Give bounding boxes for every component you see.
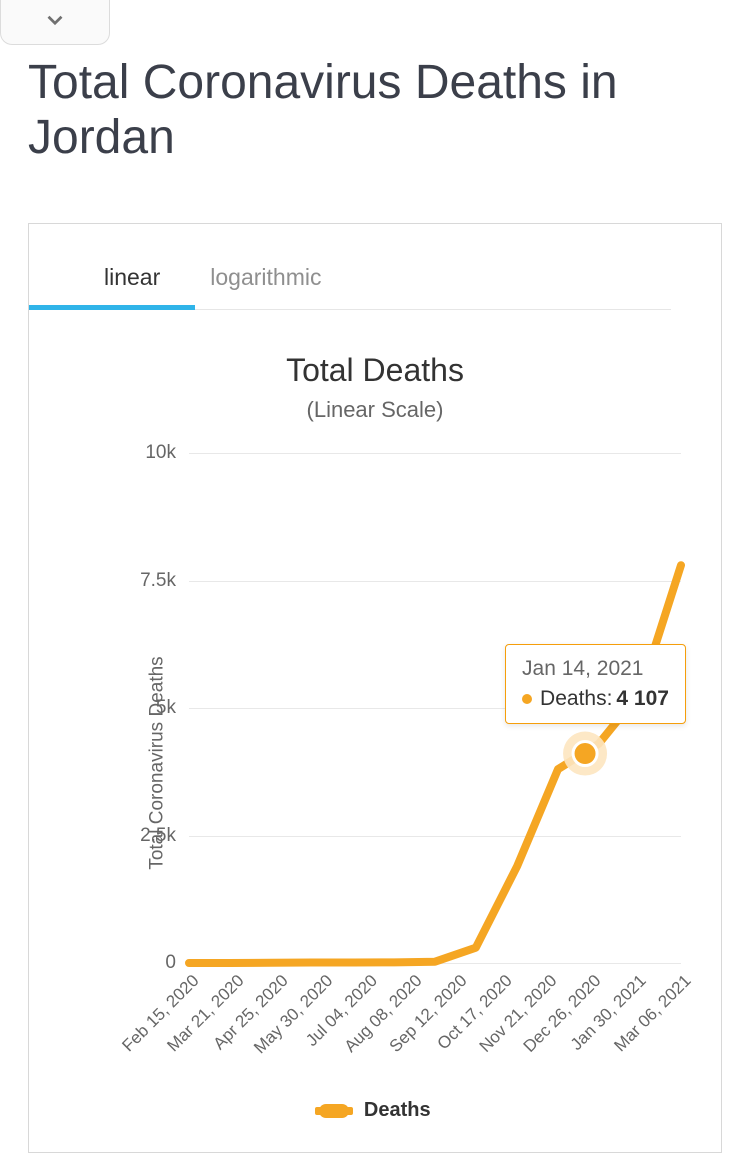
chart-legend: Deaths [29,1073,721,1152]
y-tick-label: 5k [106,697,176,719]
y-tick-label: 0 [106,952,176,974]
chart-card: linear logarithmic Total Deaths (Linear … [28,223,722,1153]
chart-title: Total Deaths [29,352,721,389]
y-tick-label: 7.5k [106,570,176,592]
chart-area: Total Coronavirus Deaths 02.5k5k7.5k10k … [59,453,691,1073]
tab-logarithmic[interactable]: logarithmic [185,264,346,309]
legend-marker-icon [319,1104,349,1118]
legend-label[interactable]: Deaths [364,1099,431,1121]
tooltip-date: Jan 14, 2021 [522,657,669,681]
chevron-down-icon [42,7,68,38]
tooltip-series-label: Deaths: [540,687,612,711]
x-axis-ticks: Feb 15, 2020Mar 21, 2020Apr 25, 2020May … [189,963,681,1073]
expand-toggle[interactable] [0,0,110,45]
y-tick-label: 2.5k [106,825,176,847]
chart-plot[interactable]: Jan 14, 2021 Deaths: 4 107 [189,453,681,963]
tooltip-series-dot [522,694,532,704]
page-title: Total Coronavirus Deaths in Jordan [0,0,750,185]
y-tick-label: 10k [106,442,176,464]
tooltip-value: 4 107 [616,687,669,711]
chart-subtitle: (Linear Scale) [29,397,721,423]
tab-linear[interactable]: linear [79,264,185,309]
scale-tabs: linear logarithmic [79,264,671,310]
chart-tooltip: Jan 14, 2021 Deaths: 4 107 [505,644,686,724]
chart-header: Total Deaths (Linear Scale) [29,352,721,423]
y-axis-ticks: 02.5k5k7.5k10k [114,453,184,963]
